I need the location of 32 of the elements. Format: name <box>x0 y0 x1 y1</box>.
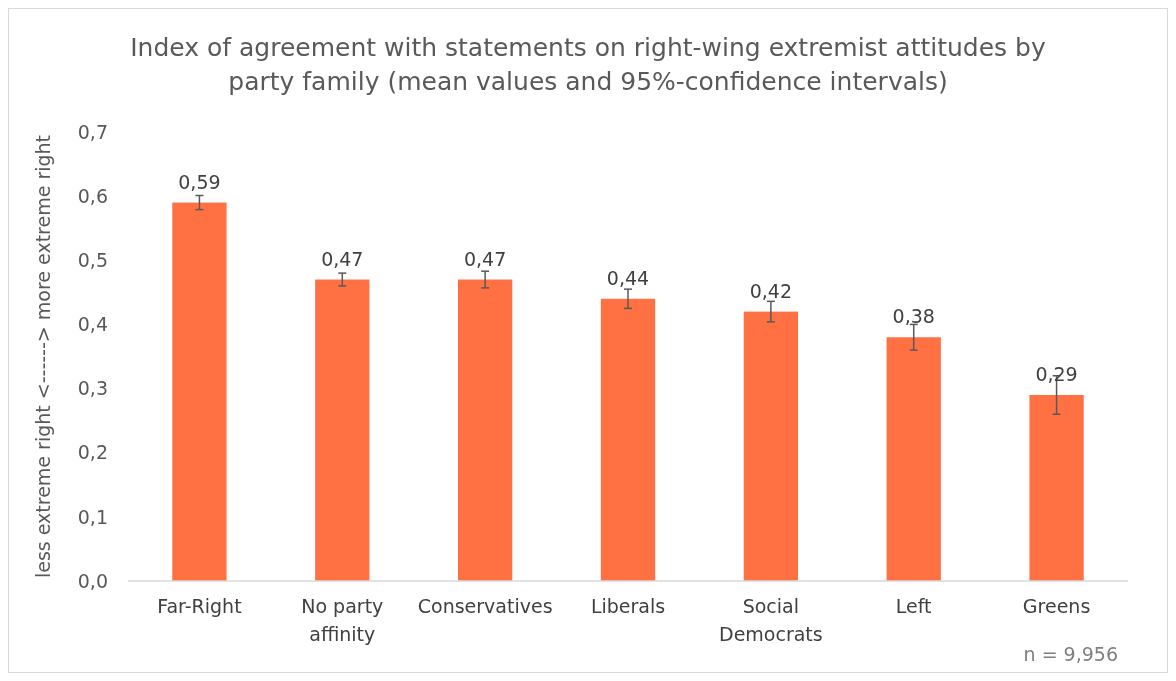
bar <box>743 311 798 581</box>
y-tick-label: 0,5 <box>77 248 108 271</box>
bar <box>172 202 227 581</box>
x-tick-label: Conservatives <box>417 595 553 617</box>
y-tick-label: 0,7 <box>77 120 108 143</box>
data-label: 0,44 <box>606 266 650 289</box>
x-tick-label: No party affinity <box>301 595 384 645</box>
x-tick-label: Greens <box>1022 595 1091 617</box>
y-tick-label: 0,0 <box>77 569 108 592</box>
x-tick-label: Social Democrats <box>719 595 823 645</box>
y-tick-label: 0,4 <box>77 313 108 336</box>
data-label: 0,42 <box>749 279 793 302</box>
data-label: 0,38 <box>892 305 935 328</box>
bar <box>458 279 513 581</box>
bar <box>886 337 941 581</box>
y-tick-label: 0,1 <box>77 505 108 528</box>
y-tick-label: 0,6 <box>77 184 108 207</box>
bar <box>315 279 370 581</box>
data-label: 0,47 <box>321 247 364 270</box>
data-label: 0,29 <box>1035 362 1078 385</box>
x-tick-label: Left <box>895 595 932 617</box>
bar <box>600 298 656 581</box>
y-axis-title: less extreme right <------> more extreme right <box>32 134 54 579</box>
bar <box>1029 394 1084 581</box>
y-tick-label: 0,2 <box>77 441 108 464</box>
y-tick-label: 0,3 <box>77 377 108 400</box>
x-tick-label: Far-Right <box>157 595 242 617</box>
x-tick-label: Liberals <box>590 595 666 617</box>
chart-title: Index of agreement with statements on right-wing extremist attitudes by party family (mean values and 95%-confidence intervals) <box>130 33 1046 96</box>
data-label: 0,59 <box>178 170 221 193</box>
data-label: 0,47 <box>463 247 507 270</box>
text: n = 9,956 <box>1023 643 1118 665</box>
